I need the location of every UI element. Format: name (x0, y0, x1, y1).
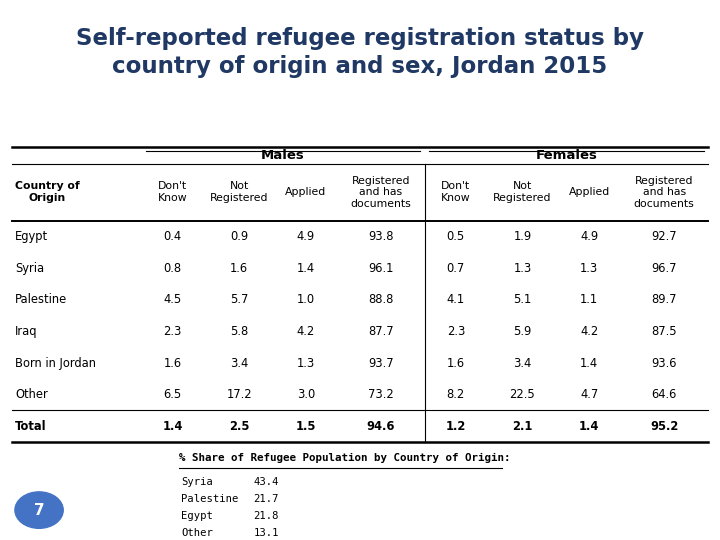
Text: Egypt: Egypt (15, 231, 48, 244)
Text: 1.1: 1.1 (580, 293, 598, 307)
Text: 21.8: 21.8 (253, 511, 279, 521)
Text: 92.7: 92.7 (652, 231, 677, 244)
Text: 1.6: 1.6 (163, 356, 181, 369)
Text: 7: 7 (34, 503, 45, 518)
Text: 4.2: 4.2 (297, 325, 315, 338)
Text: Males: Males (261, 149, 305, 162)
Text: 1.0: 1.0 (297, 293, 315, 307)
Text: 2.3: 2.3 (446, 325, 465, 338)
Text: 4.5: 4.5 (163, 293, 181, 307)
Text: 1.3: 1.3 (580, 262, 598, 275)
Text: Other: Other (15, 388, 48, 401)
Text: 2.1: 2.1 (513, 420, 533, 433)
Circle shape (15, 492, 63, 528)
Text: 94.6: 94.6 (366, 420, 395, 433)
Text: 1.4: 1.4 (297, 262, 315, 275)
Text: 96.7: 96.7 (652, 262, 677, 275)
Text: 0.9: 0.9 (230, 231, 248, 244)
Text: Country of
Origin: Country of Origin (15, 181, 80, 203)
Text: 87.7: 87.7 (368, 325, 394, 338)
Text: 1.2: 1.2 (446, 420, 466, 433)
Text: 96.1: 96.1 (368, 262, 394, 275)
Text: 4.1: 4.1 (447, 293, 465, 307)
Text: 1.6: 1.6 (230, 262, 248, 275)
Text: Not
Registered: Not Registered (493, 181, 552, 203)
Text: Females: Females (535, 149, 597, 162)
Text: 22.5: 22.5 (510, 388, 536, 401)
Text: 3.4: 3.4 (513, 356, 531, 369)
Text: 5.8: 5.8 (230, 325, 248, 338)
Text: 1.9: 1.9 (513, 231, 531, 244)
Text: 1.4: 1.4 (579, 420, 599, 433)
Text: 0.8: 0.8 (163, 262, 181, 275)
Text: 64.6: 64.6 (652, 388, 677, 401)
Text: Other: Other (181, 528, 213, 538)
Text: Applied: Applied (285, 187, 326, 197)
Text: Don't
Know: Don't Know (158, 181, 187, 203)
Text: 93.6: 93.6 (652, 356, 677, 369)
Text: Don't
Know: Don't Know (441, 181, 471, 203)
Text: Palestine: Palestine (15, 293, 67, 307)
Text: Not
Registered: Not Registered (210, 181, 269, 203)
Text: 88.8: 88.8 (368, 293, 394, 307)
Text: Iraq: Iraq (15, 325, 37, 338)
Text: Self-reported refugee registration status by
country of origin and sex, Jordan 2: Self-reported refugee registration statu… (76, 27, 644, 78)
Text: 95.2: 95.2 (650, 420, 678, 433)
Text: 8.2: 8.2 (446, 388, 465, 401)
Text: 0.4: 0.4 (163, 231, 181, 244)
Text: 93.7: 93.7 (368, 356, 394, 369)
Text: 1.3: 1.3 (297, 356, 315, 369)
Text: Applied: Applied (569, 187, 610, 197)
Text: 87.5: 87.5 (652, 325, 677, 338)
Text: 21.7: 21.7 (253, 494, 279, 504)
Text: 89.7: 89.7 (652, 293, 677, 307)
Text: 0.5: 0.5 (446, 231, 465, 244)
Text: Born in Jordan: Born in Jordan (15, 356, 96, 369)
Text: 3.0: 3.0 (297, 388, 315, 401)
Text: Syria: Syria (15, 262, 44, 275)
Text: Registered
and has
documents: Registered and has documents (634, 176, 695, 209)
Text: 2.3: 2.3 (163, 325, 181, 338)
Text: 2.5: 2.5 (229, 420, 249, 433)
Text: % Share of Refugee Population by Country of Origin:: % Share of Refugee Population by Country… (179, 453, 510, 463)
Text: 4.2: 4.2 (580, 325, 598, 338)
Text: 1.5: 1.5 (296, 420, 316, 433)
Text: 1.4: 1.4 (580, 356, 598, 369)
Text: 43.4: 43.4 (253, 477, 279, 487)
Text: Total: Total (15, 420, 47, 433)
Text: 1.6: 1.6 (447, 356, 465, 369)
Text: Syria: Syria (181, 477, 213, 487)
Text: Registered
and has
documents: Registered and has documents (351, 176, 411, 209)
Text: 17.2: 17.2 (226, 388, 252, 401)
Text: 73.2: 73.2 (368, 388, 394, 401)
Text: 4.9: 4.9 (297, 231, 315, 244)
Text: 6.5: 6.5 (163, 388, 181, 401)
Text: 1.4: 1.4 (162, 420, 183, 433)
Text: Palestine: Palestine (181, 494, 238, 504)
Text: Egypt: Egypt (181, 511, 213, 521)
Text: 1.3: 1.3 (513, 262, 531, 275)
Text: 5.1: 5.1 (513, 293, 531, 307)
Text: 13.1: 13.1 (253, 528, 279, 538)
Text: 3.4: 3.4 (230, 356, 248, 369)
Text: 5.9: 5.9 (513, 325, 531, 338)
Text: 5.7: 5.7 (230, 293, 248, 307)
Text: 4.9: 4.9 (580, 231, 598, 244)
Text: 93.8: 93.8 (368, 231, 394, 244)
Text: 4.7: 4.7 (580, 388, 598, 401)
Text: 0.7: 0.7 (446, 262, 465, 275)
